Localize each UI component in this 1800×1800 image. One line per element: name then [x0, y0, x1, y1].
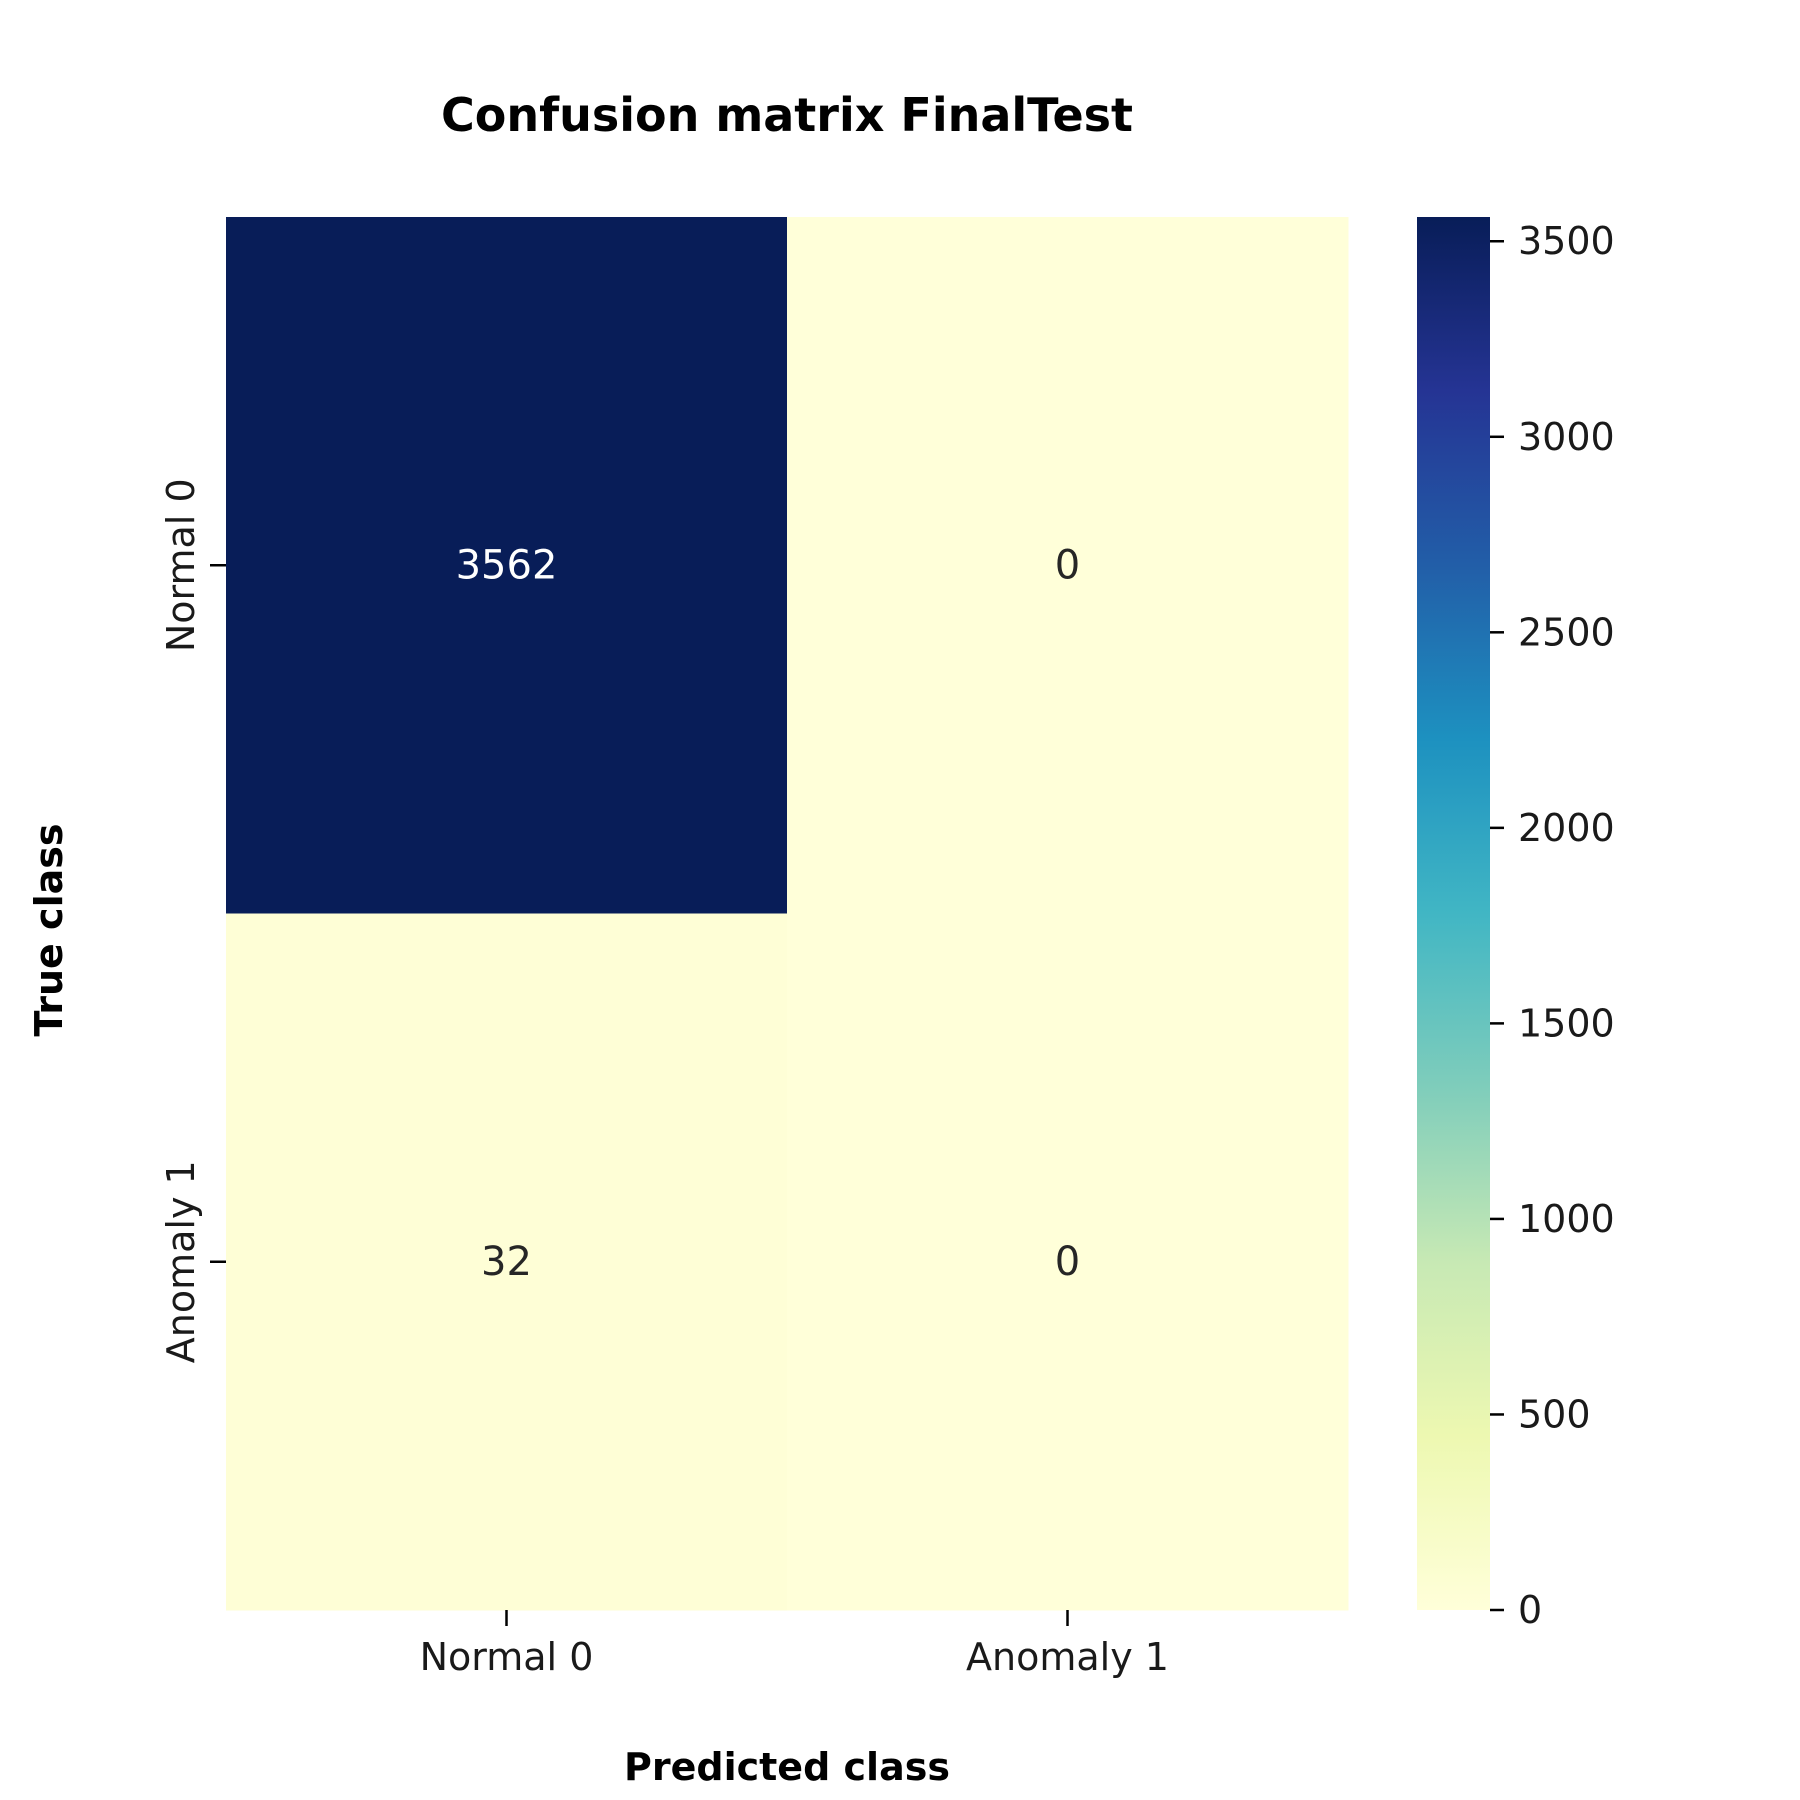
y-tick-label: Normal 0 — [159, 478, 203, 652]
heatmap-cell-labels: 3562 0 32 0 — [456, 542, 1081, 1285]
colorbar-ticks: 0 500 1000 1500 2000 2500 3000 3500 — [1490, 219, 1615, 1632]
heatmap-cell — [226, 217, 788, 914]
x-axis-label: Predicted class — [624, 1745, 950, 1789]
heatmap-cells — [226, 217, 1349, 1611]
y-axis-label: True class — [27, 824, 71, 1037]
heatmap-cell-value: 0 — [1055, 542, 1080, 588]
colorbar-tick-label: 3500 — [1518, 219, 1615, 263]
heatmap-cell-value: 32 — [481, 1239, 532, 1285]
colorbar-tick-label: 1000 — [1518, 1197, 1615, 1241]
x-axis-ticks: Normal 0 Anomaly 1 — [420, 1610, 1169, 1679]
colorbar-tick-label: 500 — [1518, 1392, 1591, 1436]
x-tick-label: Anomaly 1 — [966, 1635, 1169, 1679]
y-tick-label: Anomaly 1 — [159, 1160, 203, 1363]
colorbar-tick-label: 2500 — [1518, 610, 1615, 654]
colorbar-tick-label: 2000 — [1518, 806, 1615, 850]
heatmap-cell-value: 0 — [1055, 1239, 1080, 1285]
heatmap-cell — [226, 913, 788, 1611]
colorbar — [1417, 217, 1490, 1610]
chart-title: Confusion matrix FinalTest — [441, 88, 1133, 142]
x-tick-label: Normal 0 — [420, 1635, 594, 1679]
colorbar-tick-label: 3000 — [1518, 415, 1615, 459]
colorbar-tick-label: 1500 — [1518, 1001, 1615, 1045]
colorbar-tick-label: 0 — [1518, 1588, 1542, 1632]
heatmap-cell-value: 3562 — [456, 542, 558, 588]
y-axis-ticks: Normal 0 Anomaly 1 — [159, 478, 226, 1363]
heatmap-cell — [787, 217, 1349, 914]
heatmap-cell — [787, 913, 1349, 1611]
